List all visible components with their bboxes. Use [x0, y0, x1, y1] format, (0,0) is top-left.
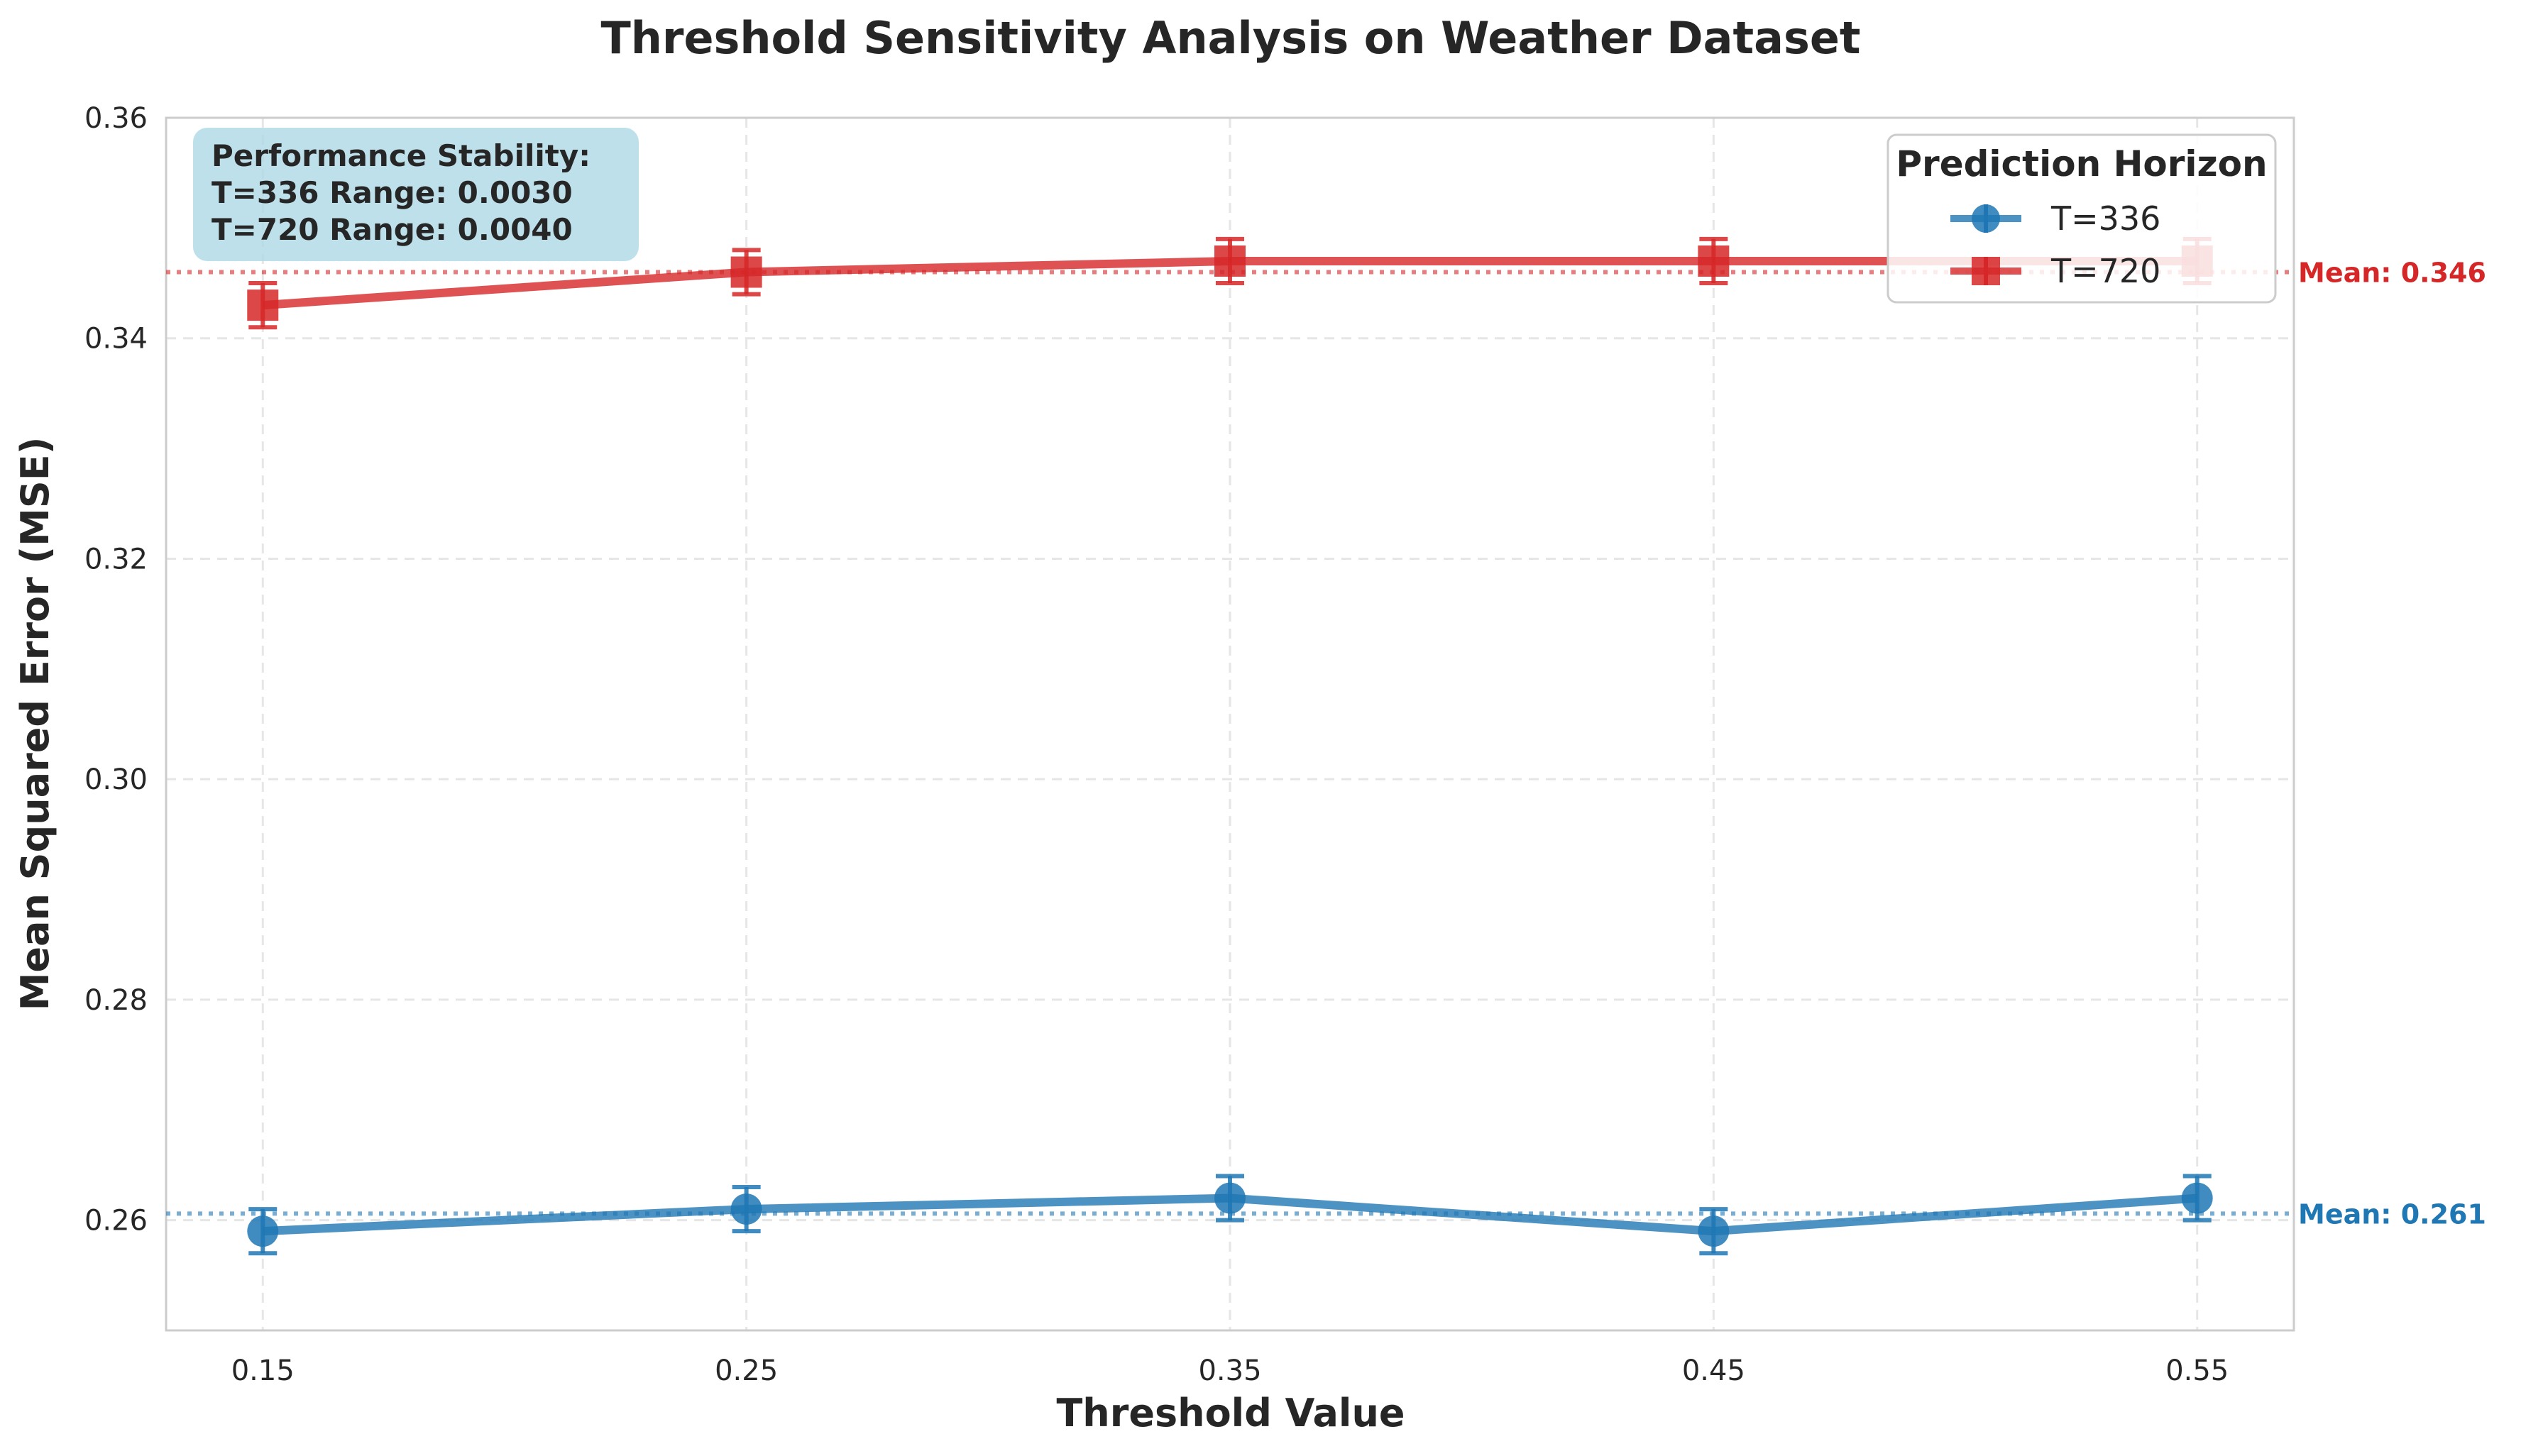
tick-labels: 0.15 0.25 0.35 0.45 0.55 0.26 0.28 0.30 0.32 0.34… — [84, 102, 2229, 1387]
legend-title: Prediction Horizon — [1896, 143, 2267, 184]
data-point — [730, 256, 762, 288]
x-tick-label: 0.55 — [2165, 1355, 2229, 1387]
stability-annotation: Performance Stability: T=336 Range: 0.00… — [193, 128, 639, 261]
legend-entry-t336: T=336 — [1950, 199, 2160, 238]
x-tick-label: 0.35 — [1198, 1355, 1261, 1387]
y-tick-label: 0.28 — [84, 984, 148, 1017]
data-point — [1698, 245, 1730, 277]
legend-marker-t720 — [1972, 257, 2000, 285]
x-tick-label: 0.25 — [715, 1355, 778, 1387]
annotation-line-3: T=720 Range: 0.0040 — [212, 212, 573, 247]
legend-entry-t720: T=720 — [1950, 252, 2160, 290]
mean-label: Mean: 0.261 — [2298, 1198, 2486, 1230]
y-tick-label: 0.32 — [84, 543, 148, 575]
series-T=336 — [247, 1174, 2213, 1256]
data-point — [1214, 1182, 1246, 1214]
plot-frame — [165, 116, 2295, 1332]
data-point — [247, 289, 279, 321]
data-point — [730, 1193, 762, 1225]
legend-marker-t336 — [1972, 204, 2000, 233]
mean-lines: Mean: 0.261 Mean: 0.346 — [166, 258, 2486, 1230]
legend: Prediction Horizon T=336 T=720 — [1886, 133, 2277, 304]
y-tick-label: 0.30 — [84, 763, 148, 796]
data-point — [1698, 1215, 1730, 1247]
y-tick-label: 0.36 — [84, 102, 148, 135]
x-axis-label: Threshold Value — [1056, 1391, 1405, 1435]
y-tick-label: 0.26 — [84, 1205, 148, 1237]
x-tick-label: 0.15 — [231, 1355, 295, 1387]
y-tick-label: 0.34 — [84, 323, 148, 355]
legend-label-t336: T=336 — [2050, 199, 2160, 238]
chart-title: Threshold Sensitivity Analysis on Weathe… — [600, 12, 1860, 64]
legend-label-t720: T=720 — [2050, 252, 2160, 290]
x-tick-label: 0.45 — [1682, 1355, 1745, 1387]
annotation-line-2: T=336 Range: 0.0030 — [212, 175, 573, 210]
data-point — [247, 1215, 279, 1247]
data-point — [1214, 245, 1246, 277]
y-axis-label: Mean Squared Error (MSE) — [13, 437, 57, 1011]
annotation-box — [193, 128, 639, 261]
annotation-line-1: Performance Stability: — [212, 138, 591, 173]
mean-label: Mean: 0.346 — [2298, 258, 2486, 289]
data-point — [2181, 1182, 2213, 1214]
